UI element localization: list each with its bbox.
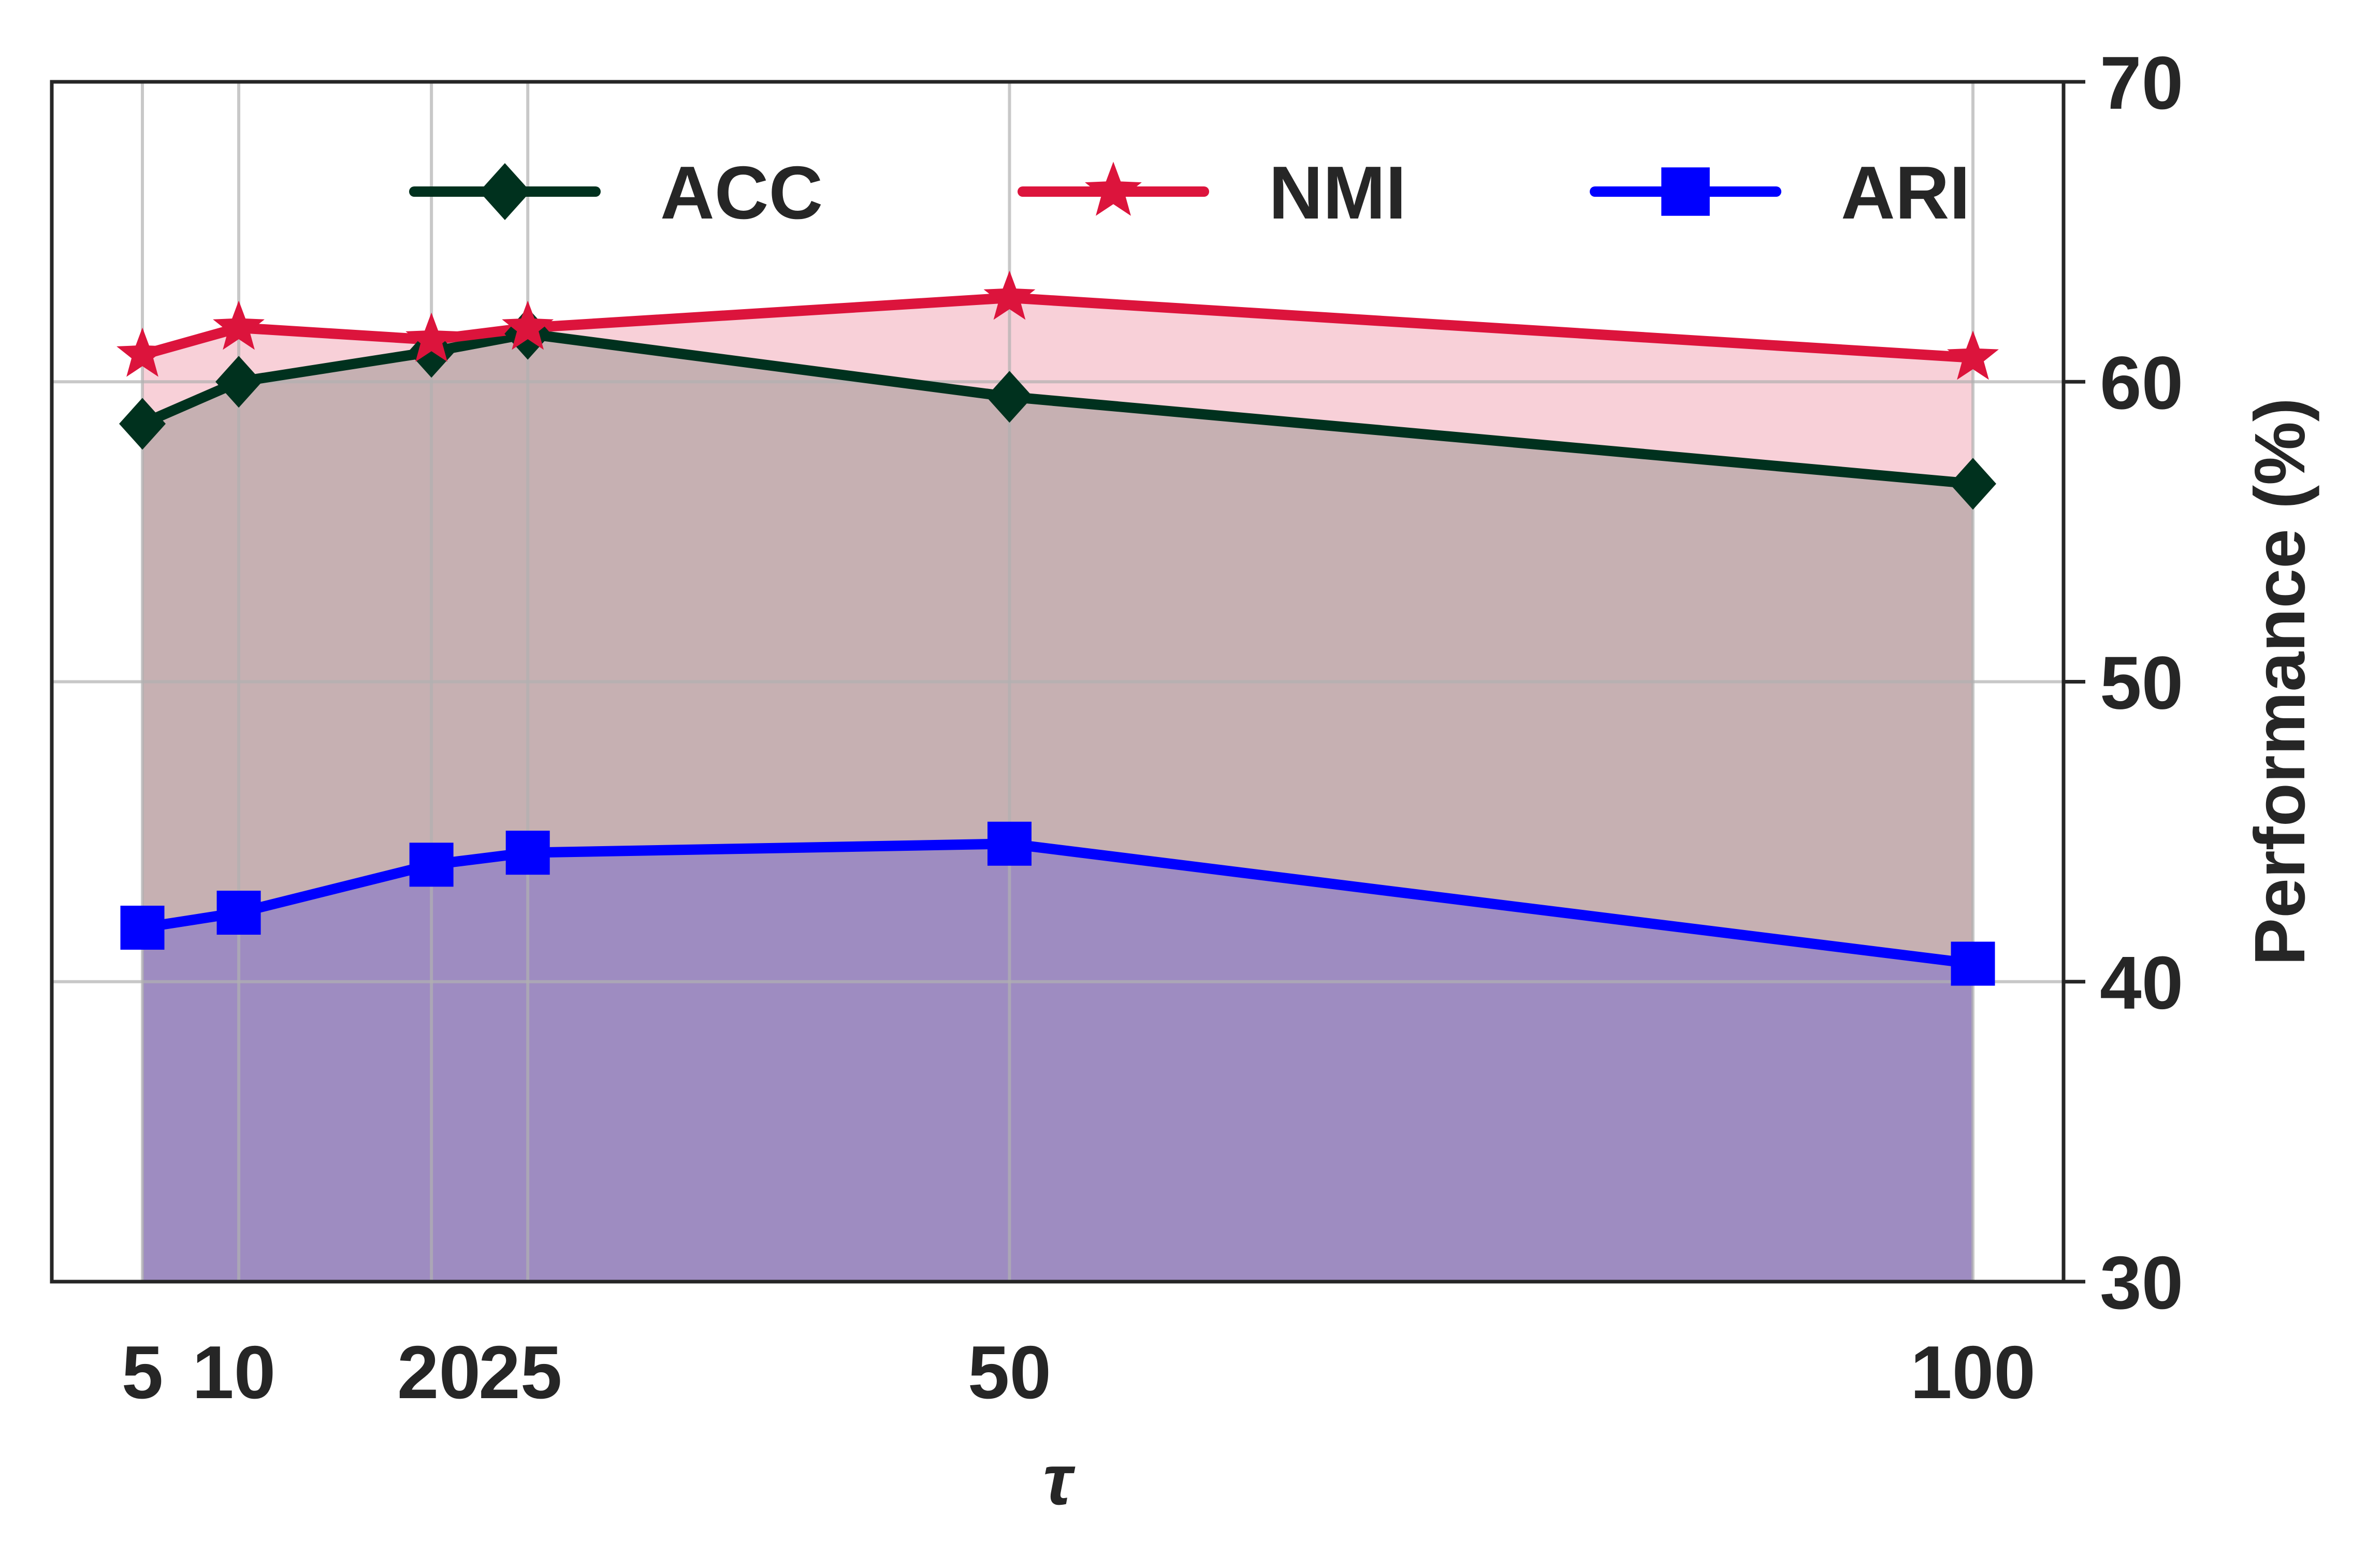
marker-acc-5 [119, 398, 166, 450]
x-tick-label-20: 20 [397, 1330, 481, 1414]
marker-acc-50 [986, 371, 1033, 423]
y-axis: 30 40 50 60 70 [2064, 41, 2183, 1325]
marker-nmi-50 [983, 270, 1036, 320]
y-tick-label-30: 30 [2100, 1241, 2183, 1325]
x-tick-label-25: 25 [478, 1330, 562, 1414]
area-fills [142, 298, 1973, 1282]
marker-ari-20 [409, 843, 454, 887]
y-tick-label-60: 60 [2100, 341, 2183, 425]
marker-nmi-10 [213, 300, 265, 350]
y-tick-label-70: 70 [2100, 41, 2183, 125]
marker-nmi-100 [1947, 330, 1999, 380]
legend-marker-acc [479, 163, 531, 220]
legend-label-ari: ARI [1841, 151, 1970, 235]
line-nmi [137, 293, 1978, 363]
area-nmi [142, 298, 1973, 1282]
marker-ari-100 [1951, 941, 1995, 986]
legend-label-acc: ACC [660, 151, 823, 235]
x-tick-label-10: 10 [192, 1330, 275, 1414]
x-tick-label-100: 100 [1910, 1330, 2036, 1414]
legend: ACC NMI ARI [409, 151, 1970, 235]
marker-acc-100 [1950, 458, 1996, 510]
marker-ari-5 [120, 905, 165, 950]
marker-nmi-5 [117, 327, 168, 377]
x-axis-title: τ [1043, 1440, 1076, 1520]
legend-marker-ari [1661, 167, 1710, 216]
legend-marker-nmi [1085, 162, 1142, 216]
marker-ari-10 [216, 891, 261, 935]
marker-ari-50 [987, 821, 1032, 866]
y-axis-title: Performance (%) [2240, 398, 2320, 966]
x-tick-label-5: 5 [122, 1330, 164, 1414]
y-tick-label-50: 50 [2100, 641, 2183, 725]
area-ari [142, 844, 1973, 1282]
marker-acc-10 [215, 356, 263, 408]
marker-nmi-20 [405, 312, 458, 362]
marker-nmi-25 [502, 300, 554, 350]
series-markers [117, 270, 1999, 986]
marker-ari-25 [505, 831, 550, 875]
area-acc [142, 333, 1973, 1282]
y-tick-label-40: 40 [2100, 941, 2183, 1025]
x-tick-label-50: 50 [968, 1330, 1051, 1414]
legend-label-nmi: NMI [1269, 151, 1406, 235]
